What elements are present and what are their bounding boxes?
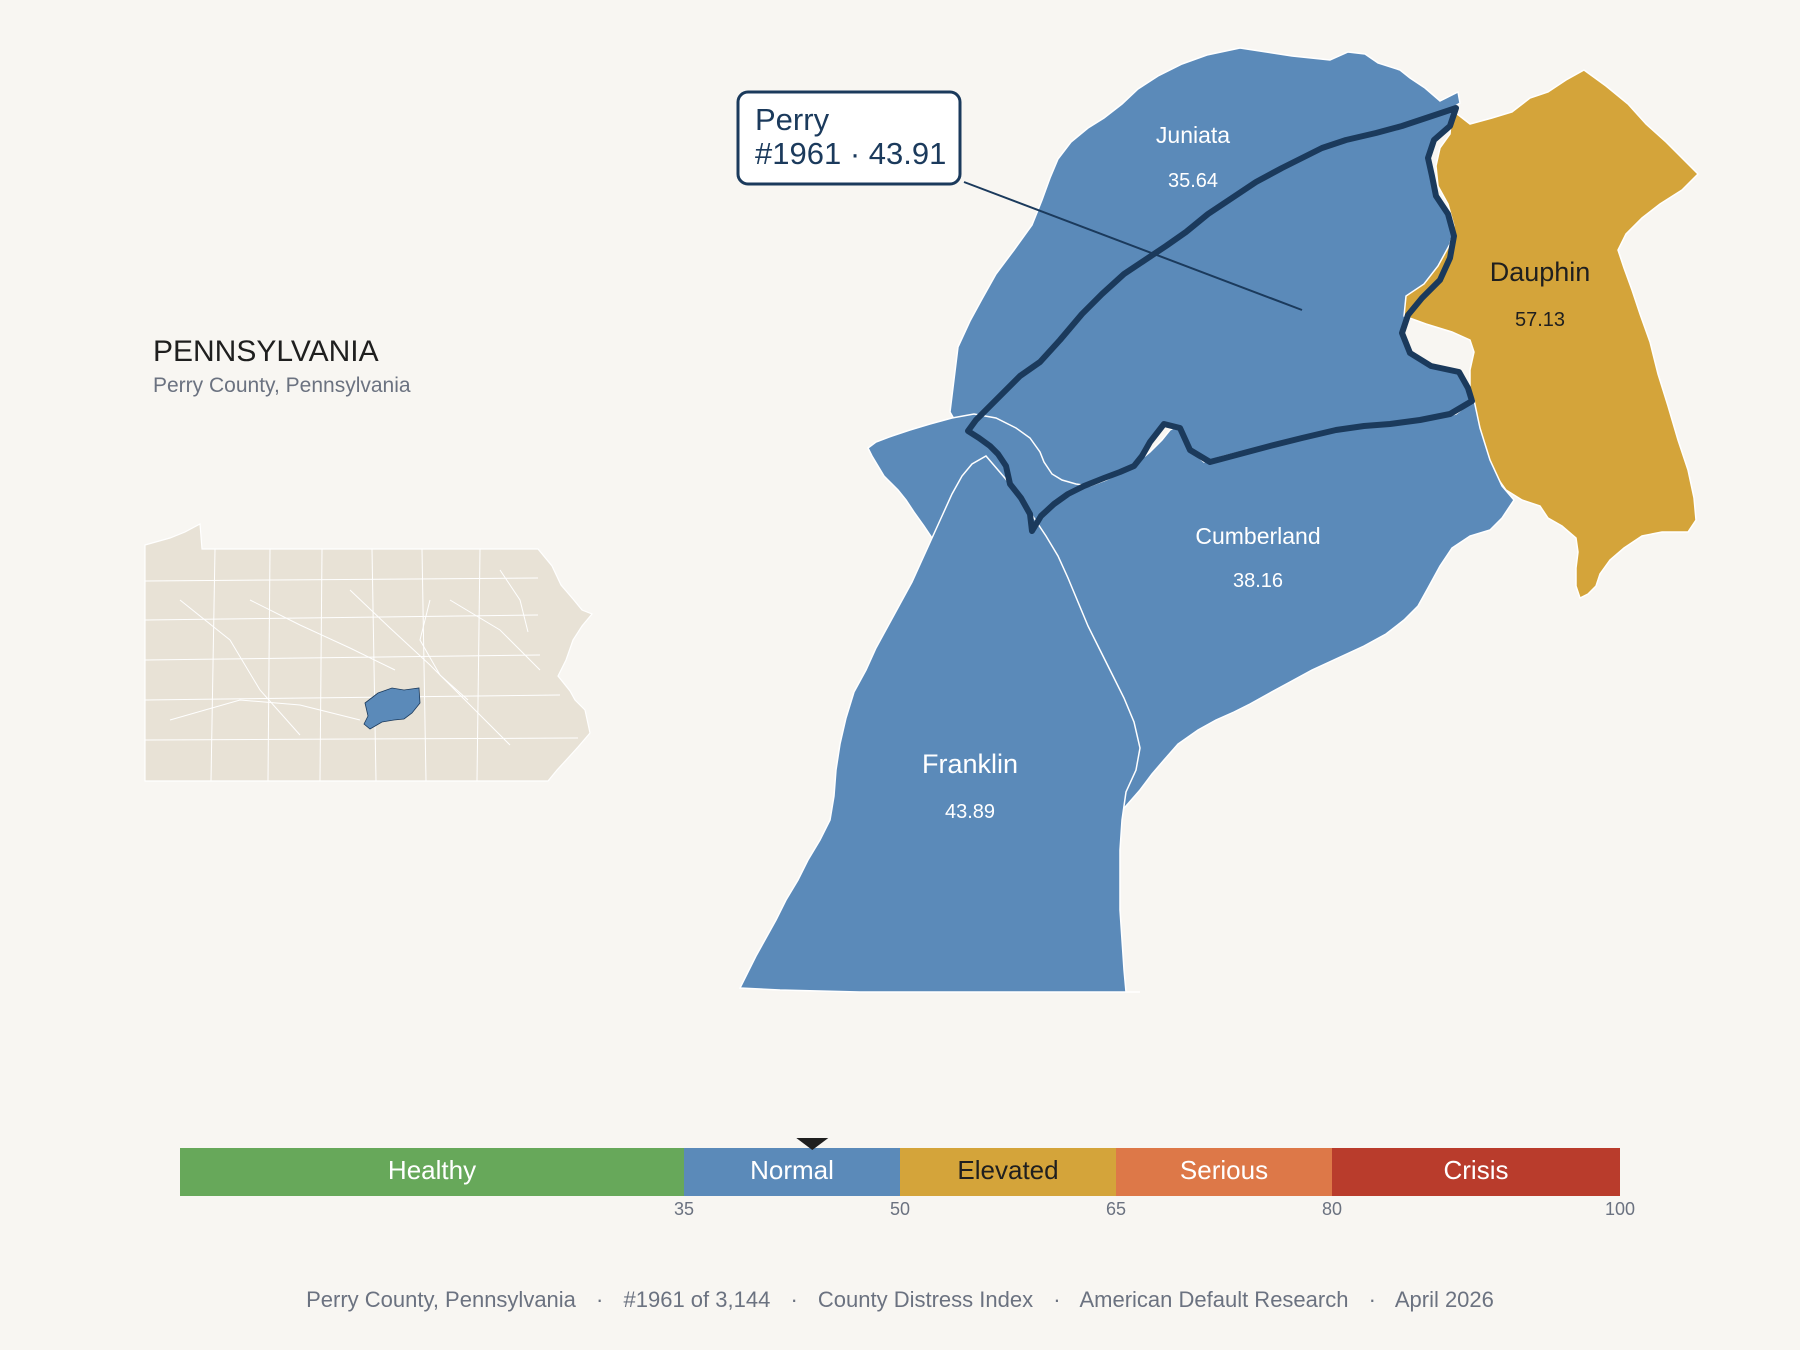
- legend-band-label-elevated: Elevated: [957, 1155, 1058, 1185]
- state-title: PENNSYLVANIA: [153, 335, 379, 368]
- state-inset-map: [144, 523, 593, 782]
- cumberland-value: 38.16: [1233, 570, 1283, 592]
- legend-tick-35: 35: [674, 1199, 694, 1219]
- callout-box: [736, 90, 962, 186]
- juniata-value: 35.64: [1168, 170, 1218, 192]
- legend-tick-50: 50: [890, 1199, 910, 1219]
- callout-leader-line: [963, 181, 1303, 311]
- dauphin-label: Dauphin: [1490, 257, 1591, 287]
- current-value-marker: [796, 1138, 829, 1150]
- footer-sep-2: ·: [790, 1287, 797, 1312]
- footer-org: American Default Research: [1079, 1287, 1348, 1312]
- footer-sep-1: ·: [596, 1287, 603, 1312]
- legend-band-elevated: [900, 1148, 1116, 1196]
- footer-sep-3: ·: [1053, 1287, 1060, 1312]
- legend-band-label-crisis: Crisis: [1444, 1155, 1509, 1185]
- legend-ticks: 35 50 65 80 100: [674, 1199, 1635, 1219]
- perry-county: [968, 108, 1472, 531]
- juniata-label: Juniata: [1156, 122, 1230, 148]
- footer-sep-4: ·: [1369, 1287, 1376, 1312]
- footer-county: Perry County, Pennsylvania: [306, 1287, 577, 1312]
- legend-band-label-serious: Serious: [1180, 1155, 1268, 1185]
- legend-band-normal: [684, 1148, 900, 1196]
- perry-inset-highlight: [363, 687, 421, 730]
- callout-county-detail: #1961 · 43.91: [755, 136, 946, 171]
- county-map: [738, 47, 1700, 993]
- legend-band-serious: [1116, 1148, 1332, 1196]
- perry-county-outline: [965, 105, 1475, 534]
- franklin-county: [738, 455, 1141, 993]
- legend-tick-100: 100: [1605, 1199, 1635, 1219]
- franklin-label: Franklin: [922, 749, 1018, 779]
- callout-county-name: Perry: [755, 102, 830, 137]
- distress-legend: Healthy Normal Elevated Serious Crisis 35 50 6…: [180, 1138, 1635, 1219]
- cumberland-label: Cumberland: [1195, 523, 1320, 549]
- map-subtitle: Perry County, Pennsylvania: [153, 374, 411, 397]
- legend-bands: Healthy Normal Elevated Serious Crisis: [180, 1148, 1620, 1196]
- dauphin-value: 57.13: [1515, 309, 1565, 331]
- pennsylvania-inset-shape: [144, 523, 593, 782]
- dauphin-county: [1403, 69, 1700, 600]
- legend-tick-65: 65: [1106, 1199, 1126, 1219]
- footer-index: County Distress Index: [818, 1287, 1033, 1312]
- inset-county-lines: [144, 548, 579, 782]
- footer-line: Perry County, Pennsylvania · #1961 of 3,…: [306, 1287, 1494, 1312]
- legend-band-healthy: [180, 1148, 684, 1196]
- perry-callout: Perry #1961 · 43.91: [736, 90, 1303, 311]
- footer-date: April 2026: [1395, 1287, 1494, 1312]
- legend-tick-80: 80: [1322, 1199, 1342, 1219]
- footer-rank: #1961 of 3,144: [624, 1287, 771, 1312]
- franklin-value: 43.89: [945, 801, 995, 823]
- legend-band-label-healthy: Healthy: [388, 1155, 476, 1185]
- legend-band-crisis: [1332, 1148, 1620, 1196]
- legend-band-label-normal: Normal: [750, 1155, 834, 1185]
